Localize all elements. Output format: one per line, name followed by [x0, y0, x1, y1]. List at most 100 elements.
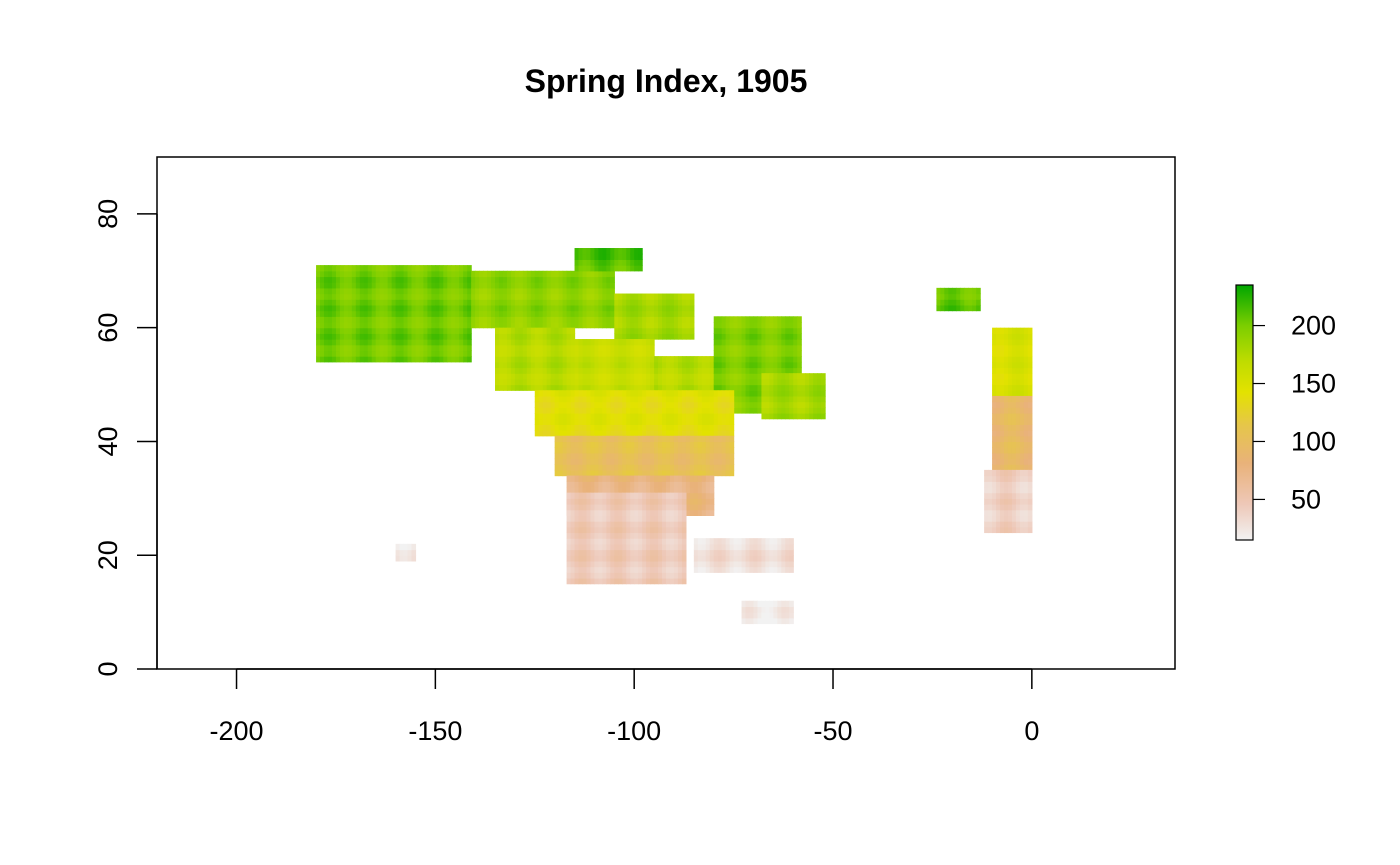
raster-cell — [610, 464, 615, 471]
raster-cell — [554, 401, 560, 408]
raster-cell — [602, 316, 607, 323]
raster-cell — [666, 310, 671, 317]
raster-cell — [566, 441, 572, 448]
raster-cell — [765, 378, 770, 386]
raster-cell — [582, 424, 588, 431]
raster-cell — [737, 560, 743, 568]
raster-cell — [558, 299, 564, 306]
raster-cell — [781, 566, 786, 573]
raster-cell — [626, 577, 631, 585]
raster-cell — [320, 356, 325, 363]
raster-cell — [598, 395, 603, 403]
raster-cell — [709, 481, 715, 488]
raster-cell — [495, 356, 500, 363]
raster-cell — [693, 356, 699, 363]
raster-cell — [1004, 361, 1009, 369]
raster-cell — [578, 515, 584, 522]
raster-cell — [749, 356, 755, 363]
raster-cell — [654, 293, 659, 300]
raster-cell — [495, 361, 500, 369]
raster-cell — [757, 566, 763, 573]
raster-cell — [1004, 492, 1009, 499]
raster-cell — [618, 259, 623, 266]
raster-cell — [355, 270, 361, 278]
raster-cell — [514, 310, 520, 317]
raster-cell — [753, 395, 759, 403]
raster-cell — [447, 350, 452, 357]
raster-cell — [459, 282, 464, 289]
raster-cell — [483, 316, 488, 323]
raster-cell — [733, 367, 739, 374]
raster-cell — [761, 560, 767, 568]
raster-cell — [964, 304, 969, 312]
raster-cell — [1007, 464, 1013, 471]
raster-cell — [375, 344, 381, 352]
raster-cell — [793, 339, 798, 346]
raster-cell — [992, 498, 997, 505]
raster-cell — [487, 304, 492, 312]
raster-cell — [1015, 464, 1021, 471]
raster-cell — [646, 367, 651, 374]
raster-cell — [602, 356, 607, 363]
raster-cell — [395, 321, 401, 329]
raster-layer — [316, 248, 1033, 625]
raster-cell — [634, 413, 639, 420]
raster-cell — [650, 458, 655, 465]
raster-cell — [570, 327, 576, 334]
raster-cell — [646, 577, 651, 585]
raster-cell — [638, 413, 643, 420]
raster-cell — [630, 526, 635, 534]
raster-cell — [669, 435, 675, 443]
raster-cell — [1019, 395, 1025, 403]
raster-cell — [427, 321, 432, 329]
raster-cell — [610, 361, 615, 369]
raster-cell — [618, 486, 623, 494]
raster-cell — [574, 486, 580, 494]
raster-cell — [335, 327, 341, 334]
raster-cell — [614, 265, 619, 272]
region-northern-canada — [614, 293, 695, 340]
raster-cell — [546, 373, 552, 380]
raster-cell — [1007, 430, 1013, 437]
raster-cell — [717, 435, 723, 443]
raster-cell — [391, 287, 397, 295]
raster-cell — [646, 475, 651, 482]
raster-cell — [602, 253, 607, 260]
raster-cell — [662, 498, 667, 505]
raster-cell — [713, 424, 719, 431]
raster-cell — [996, 327, 1001, 334]
raster-cell — [606, 373, 611, 380]
raster-cell — [733, 316, 739, 323]
raster-cell — [741, 612, 747, 619]
raster-cell — [1011, 498, 1017, 505]
raster-cell — [669, 452, 675, 460]
raster-cell — [673, 356, 679, 363]
raster-cell — [741, 390, 747, 397]
raster-cell — [383, 270, 389, 278]
raster-cell — [602, 265, 607, 272]
raster-cell — [506, 287, 512, 295]
raster-cell — [757, 538, 763, 545]
raster-cell — [626, 435, 631, 443]
raster-cell — [626, 265, 631, 272]
raster-cell — [566, 452, 572, 460]
raster-cell — [578, 532, 584, 539]
raster-cell — [598, 424, 603, 431]
raster-cell — [610, 344, 615, 352]
raster-cell — [996, 344, 1001, 352]
raster-cell — [693, 413, 699, 420]
raster-cell — [992, 344, 997, 352]
raster-cell — [594, 526, 599, 534]
raster-cell — [669, 538, 675, 545]
raster-cell — [1000, 384, 1005, 391]
raster-cell — [530, 321, 536, 329]
raster-cell — [411, 321, 417, 329]
raster-cell — [439, 350, 444, 357]
raster-cell — [785, 395, 790, 403]
raster-cell — [677, 390, 683, 397]
raster-cell — [618, 498, 623, 505]
raster-cell — [638, 378, 643, 386]
raster-cell — [749, 538, 755, 545]
raster-cell — [622, 481, 627, 488]
raster-cell — [399, 321, 405, 329]
